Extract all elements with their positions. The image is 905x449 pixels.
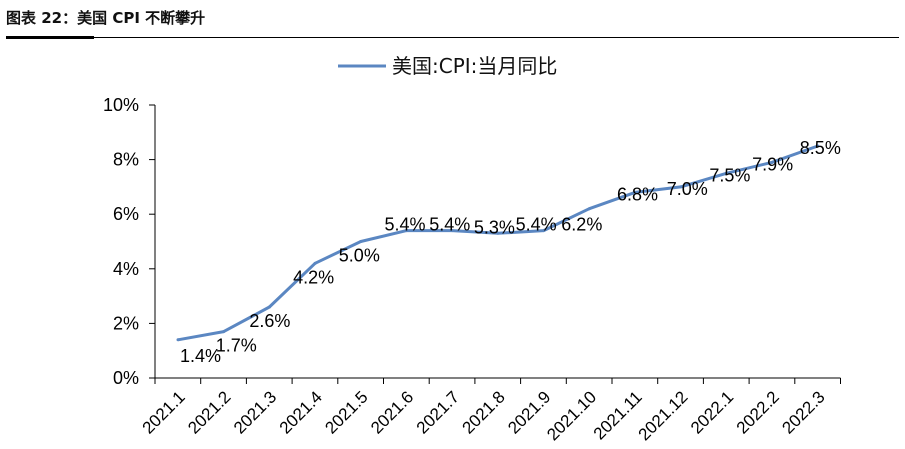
data-point [542, 229, 546, 233]
data-label: 7.0% [667, 179, 708, 199]
x-tick-label: 2022.3 [778, 387, 828, 437]
data-label: 7.5% [709, 165, 750, 185]
x-axis: 2021.12021.22021.32021.42021.52021.62021… [139, 377, 841, 444]
data-labels-layer: 1.4%1.7%2.6%4.2%5.0%5.4% 5.4% 5.3% 5.4% 6.2%… [180, 138, 841, 366]
data-label: 5.4% [429, 215, 470, 235]
title-underline [6, 37, 899, 38]
x-tick-label: 2021.2 [184, 387, 234, 437]
data-label: 2.6% [249, 311, 290, 331]
data-point [587, 207, 591, 211]
y-tick-label: 0% [113, 368, 139, 388]
x-tick-label: 2021.1 [139, 387, 189, 437]
data-label: 5.3% [474, 217, 515, 237]
y-tick-label: 10% [103, 95, 139, 115]
data-label: 7.9% [752, 154, 793, 174]
data-label: 8.5% [800, 138, 841, 158]
data-point [222, 330, 226, 334]
data-label: 1.4% [180, 346, 221, 366]
data-point [359, 240, 363, 243]
data-label: 5.0% [339, 246, 380, 266]
data-point [724, 171, 728, 175]
y-axis: 0% 2% 4% 6% 8% 10% [103, 95, 156, 388]
data-point [679, 185, 683, 189]
x-tick-label: 2021.8 [459, 387, 509, 437]
y-tick-label: 6% [113, 204, 139, 224]
x-tick-label: 2021.5 [321, 387, 371, 437]
series-layer [176, 144, 820, 342]
x-tick-label: 2021.4 [276, 387, 326, 437]
x-tick-label: 2022.1 [687, 387, 737, 437]
data-label: 1.7% [216, 336, 257, 356]
data-point [496, 231, 500, 235]
x-tick-label: 2021.12 [635, 387, 692, 444]
figure-title: 图表 22：美国 CPI 不断攀升 [6, 9, 206, 27]
x-tick-label: 2021.10 [543, 387, 600, 444]
y-tick-label: 2% [113, 313, 139, 333]
data-point [450, 229, 454, 233]
x-tick-label: 2021.6 [367, 387, 417, 437]
data-point [176, 338, 180, 342]
data-label: 6.8% [617, 184, 658, 204]
data-point [633, 190, 637, 194]
x-tick-label: 2022.2 [733, 387, 783, 437]
y-tick-label: 4% [113, 259, 139, 279]
data-label: 4.2% [293, 267, 334, 287]
chart-legend: 美国:CPI:当月同比 [338, 54, 557, 78]
data-point [405, 229, 408, 233]
title-underline-accent [6, 36, 94, 39]
data-label: 5.4% [516, 215, 557, 235]
data-point [816, 144, 820, 148]
data-label: 5.4% [385, 215, 426, 235]
data-label: 6.2% [561, 215, 602, 235]
data-point [267, 305, 271, 309]
x-tick-label: 2021.7 [413, 387, 463, 437]
y-tick-label: 8% [113, 150, 139, 170]
data-point [770, 160, 774, 164]
legend-label: 美国:CPI:当月同比 [392, 54, 557, 78]
data-point [313, 261, 317, 265]
x-tick-label: 2021.3 [230, 387, 280, 437]
